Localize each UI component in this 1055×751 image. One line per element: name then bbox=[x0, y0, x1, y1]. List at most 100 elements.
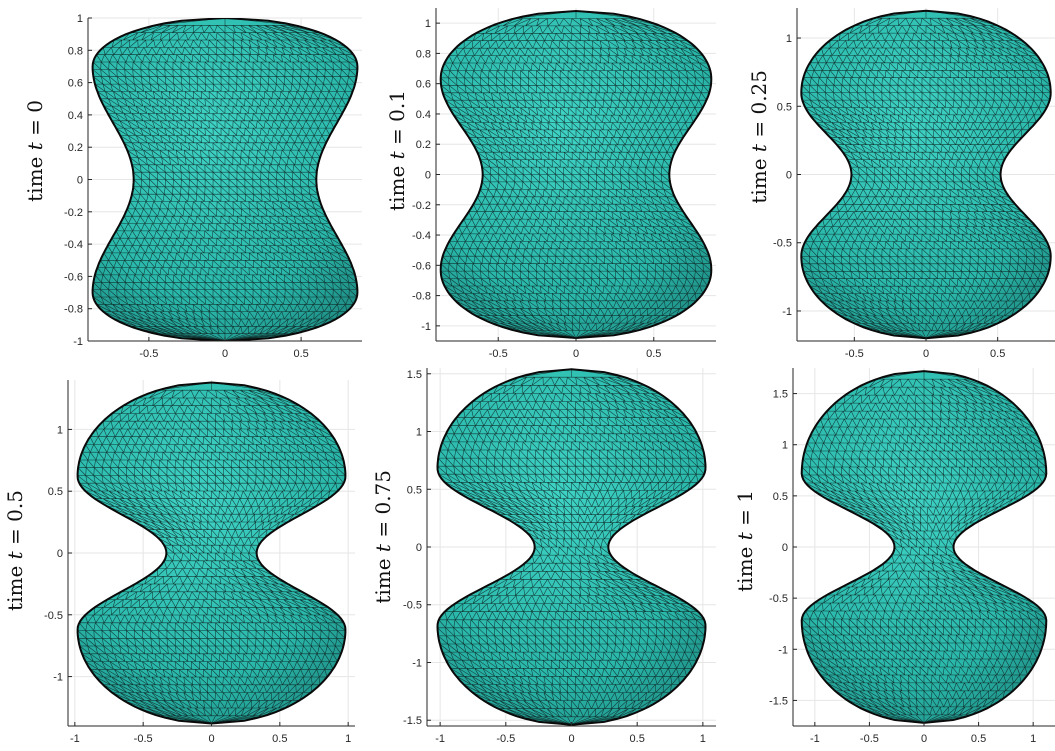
y-tick-label: 1 bbox=[416, 427, 422, 439]
y-tick-label: 0.8 bbox=[416, 48, 431, 60]
x-tick-label: 0.5 bbox=[293, 348, 308, 360]
y-tick-label: -0.8 bbox=[412, 291, 431, 303]
x-tick-label: 0 bbox=[222, 348, 228, 360]
y-label-prefix: time bbox=[23, 150, 47, 202]
y-label-variable: t bbox=[747, 143, 771, 152]
x-tick-label: 1 bbox=[1030, 733, 1036, 745]
y-axis-label: time t = 0 bbox=[23, 100, 47, 202]
y-tick-label: -0.4 bbox=[412, 230, 431, 242]
y-label-variable: t bbox=[3, 550, 27, 559]
y-label-time-value: 0.1 bbox=[385, 90, 409, 122]
x-tick-label: 0.5 bbox=[630, 733, 645, 745]
y-tick-label: 0 bbox=[782, 542, 788, 554]
y-label-variable: t bbox=[733, 531, 757, 540]
x-tick-label: 0.5 bbox=[971, 733, 986, 745]
y-label-equals: = bbox=[3, 522, 27, 551]
y-tick-label: -1 bbox=[73, 336, 83, 348]
y-label-equals: = bbox=[385, 122, 409, 151]
y-tick-label: 1.5 bbox=[407, 369, 422, 381]
y-tick-label: 0.4 bbox=[68, 110, 83, 122]
x-tick-label: 1 bbox=[700, 733, 706, 745]
panel-4: -1 -0.5 0 0.5 1 -1 -0.5 0 0.5 1 time t = 0.5 bbox=[3, 380, 355, 745]
y-tick-label: -0.6 bbox=[64, 271, 83, 283]
y-tick-label: -0.5 bbox=[773, 238, 792, 250]
x-tick-label: -0.5 bbox=[134, 733, 153, 745]
y-tick-label: 1.5 bbox=[773, 389, 788, 401]
y-tick-label: 0 bbox=[416, 542, 422, 554]
y-label-prefix: time bbox=[733, 540, 757, 592]
surface-body bbox=[91, 18, 359, 341]
y-label-time-value: 0.75 bbox=[371, 470, 395, 515]
y-tick-label: 1 bbox=[782, 440, 788, 452]
x-tick-label: 0 bbox=[921, 733, 927, 745]
y-tick-label: 0 bbox=[57, 548, 63, 560]
y-axis-label: time t = 0.1 bbox=[385, 90, 409, 211]
y-tick-label: -0.2 bbox=[412, 200, 431, 212]
y-label-prefix: time bbox=[747, 152, 771, 204]
y-tick-label: -0.5 bbox=[403, 600, 422, 612]
y-tick-label: -1.5 bbox=[403, 715, 422, 727]
y-label-equals: = bbox=[371, 515, 395, 544]
x-tick-label: 0 bbox=[573, 348, 579, 360]
surface-outline bbox=[91, 18, 359, 341]
panel-3: -0.5 0 0.5 -1 -0.5 0 0.5 1 time t = 0.25 bbox=[747, 8, 1055, 360]
y-tick-label: -1 bbox=[53, 672, 63, 684]
y-label-time-value: 0.5 bbox=[3, 490, 27, 522]
y-tick-label: 0.4 bbox=[416, 109, 431, 121]
x-tick-label: 1 bbox=[345, 733, 351, 745]
x-tick-label: -1 bbox=[435, 733, 445, 745]
y-tick-label: -1.5 bbox=[769, 695, 788, 707]
y-tick-label: 0 bbox=[786, 170, 792, 182]
y-label-time-value: 0 bbox=[23, 100, 47, 113]
panel-1: -0.5 0 0.5 -1 -0.8 -0.6 -0.4 -0.2 0 0.2 0.4 0.6 0.8 1… bbox=[23, 13, 362, 360]
triangle-mesh bbox=[801, 371, 1047, 723]
x-tick-label: -0.5 bbox=[139, 348, 158, 360]
x-tick-label: -1 bbox=[810, 733, 820, 745]
y-label-variable: t bbox=[371, 543, 395, 552]
y-label-variable: t bbox=[23, 141, 47, 150]
x-tick-label: -0.5 bbox=[496, 733, 515, 745]
y-tick-label: 0.5 bbox=[407, 484, 422, 496]
y-tick-label: 0.5 bbox=[773, 491, 788, 503]
y-tick-label: 0.2 bbox=[68, 142, 83, 154]
y-tick-label: 0.6 bbox=[68, 78, 83, 90]
y-tick-label: 0.5 bbox=[48, 486, 63, 498]
y-label-equals: = bbox=[23, 113, 47, 142]
x-tick-label: 0.5 bbox=[990, 348, 1005, 360]
y-axis-label: time t = 1 bbox=[733, 490, 757, 592]
x-tick-label: -1 bbox=[70, 733, 80, 745]
y-tick-label: -0.5 bbox=[44, 610, 63, 622]
x-tick-label: 0 bbox=[923, 348, 929, 360]
y-tick-label: -1 bbox=[782, 306, 792, 318]
y-tick-label: 0.2 bbox=[416, 139, 431, 151]
y-tick-label: -1 bbox=[421, 321, 431, 333]
y-tick-label: 0.5 bbox=[777, 101, 792, 113]
x-tick-label: 0.5 bbox=[646, 348, 661, 360]
y-tick-label: 1 bbox=[786, 33, 792, 45]
y-tick-label: -0.5 bbox=[769, 593, 788, 605]
y-label-equals: = bbox=[733, 503, 757, 532]
y-tick-label: 0.8 bbox=[68, 45, 83, 57]
x-tick-label: -0.5 bbox=[860, 733, 879, 745]
y-tick-label: -0.6 bbox=[412, 260, 431, 272]
x-tick-label: -0.5 bbox=[845, 348, 864, 360]
x-tick-label: 0.5 bbox=[272, 733, 287, 745]
x-tick-label: 0 bbox=[568, 733, 574, 745]
y-tick-label: -1 bbox=[778, 644, 788, 656]
y-label-variable: t bbox=[385, 150, 409, 159]
y-tick-label: 1 bbox=[425, 18, 431, 30]
y-label-time-value: 1 bbox=[733, 490, 757, 503]
panel-2: -0.5 0 0.5 -1 -0.8 -0.6 -0.4 -0.2 0 0.2 0.4 0.6 0.8 1… bbox=[385, 8, 716, 360]
y-tick-label: 0 bbox=[77, 175, 83, 187]
x-tick-label: 0 bbox=[208, 733, 214, 745]
y-label-prefix: time bbox=[371, 552, 395, 604]
x-tick-label: -0.5 bbox=[489, 348, 508, 360]
y-tick-label: 0.6 bbox=[416, 79, 431, 91]
panel-6: -1 -0.5 0 0.5 1 -1.5 -1 -0.5 0 0.5 1 1.5 time t = 1 bbox=[733, 368, 1055, 745]
panel-5: -1 -0.5 0 0.5 1 -1.5 -1 -0.5 0 0.5 1 1.5 time t = 0.… bbox=[371, 368, 716, 745]
y-label-prefix: time bbox=[3, 559, 27, 611]
y-tick-label: 1 bbox=[57, 424, 63, 436]
y-label-equals: = bbox=[747, 115, 771, 144]
y-tick-label: -0.2 bbox=[64, 207, 83, 219]
